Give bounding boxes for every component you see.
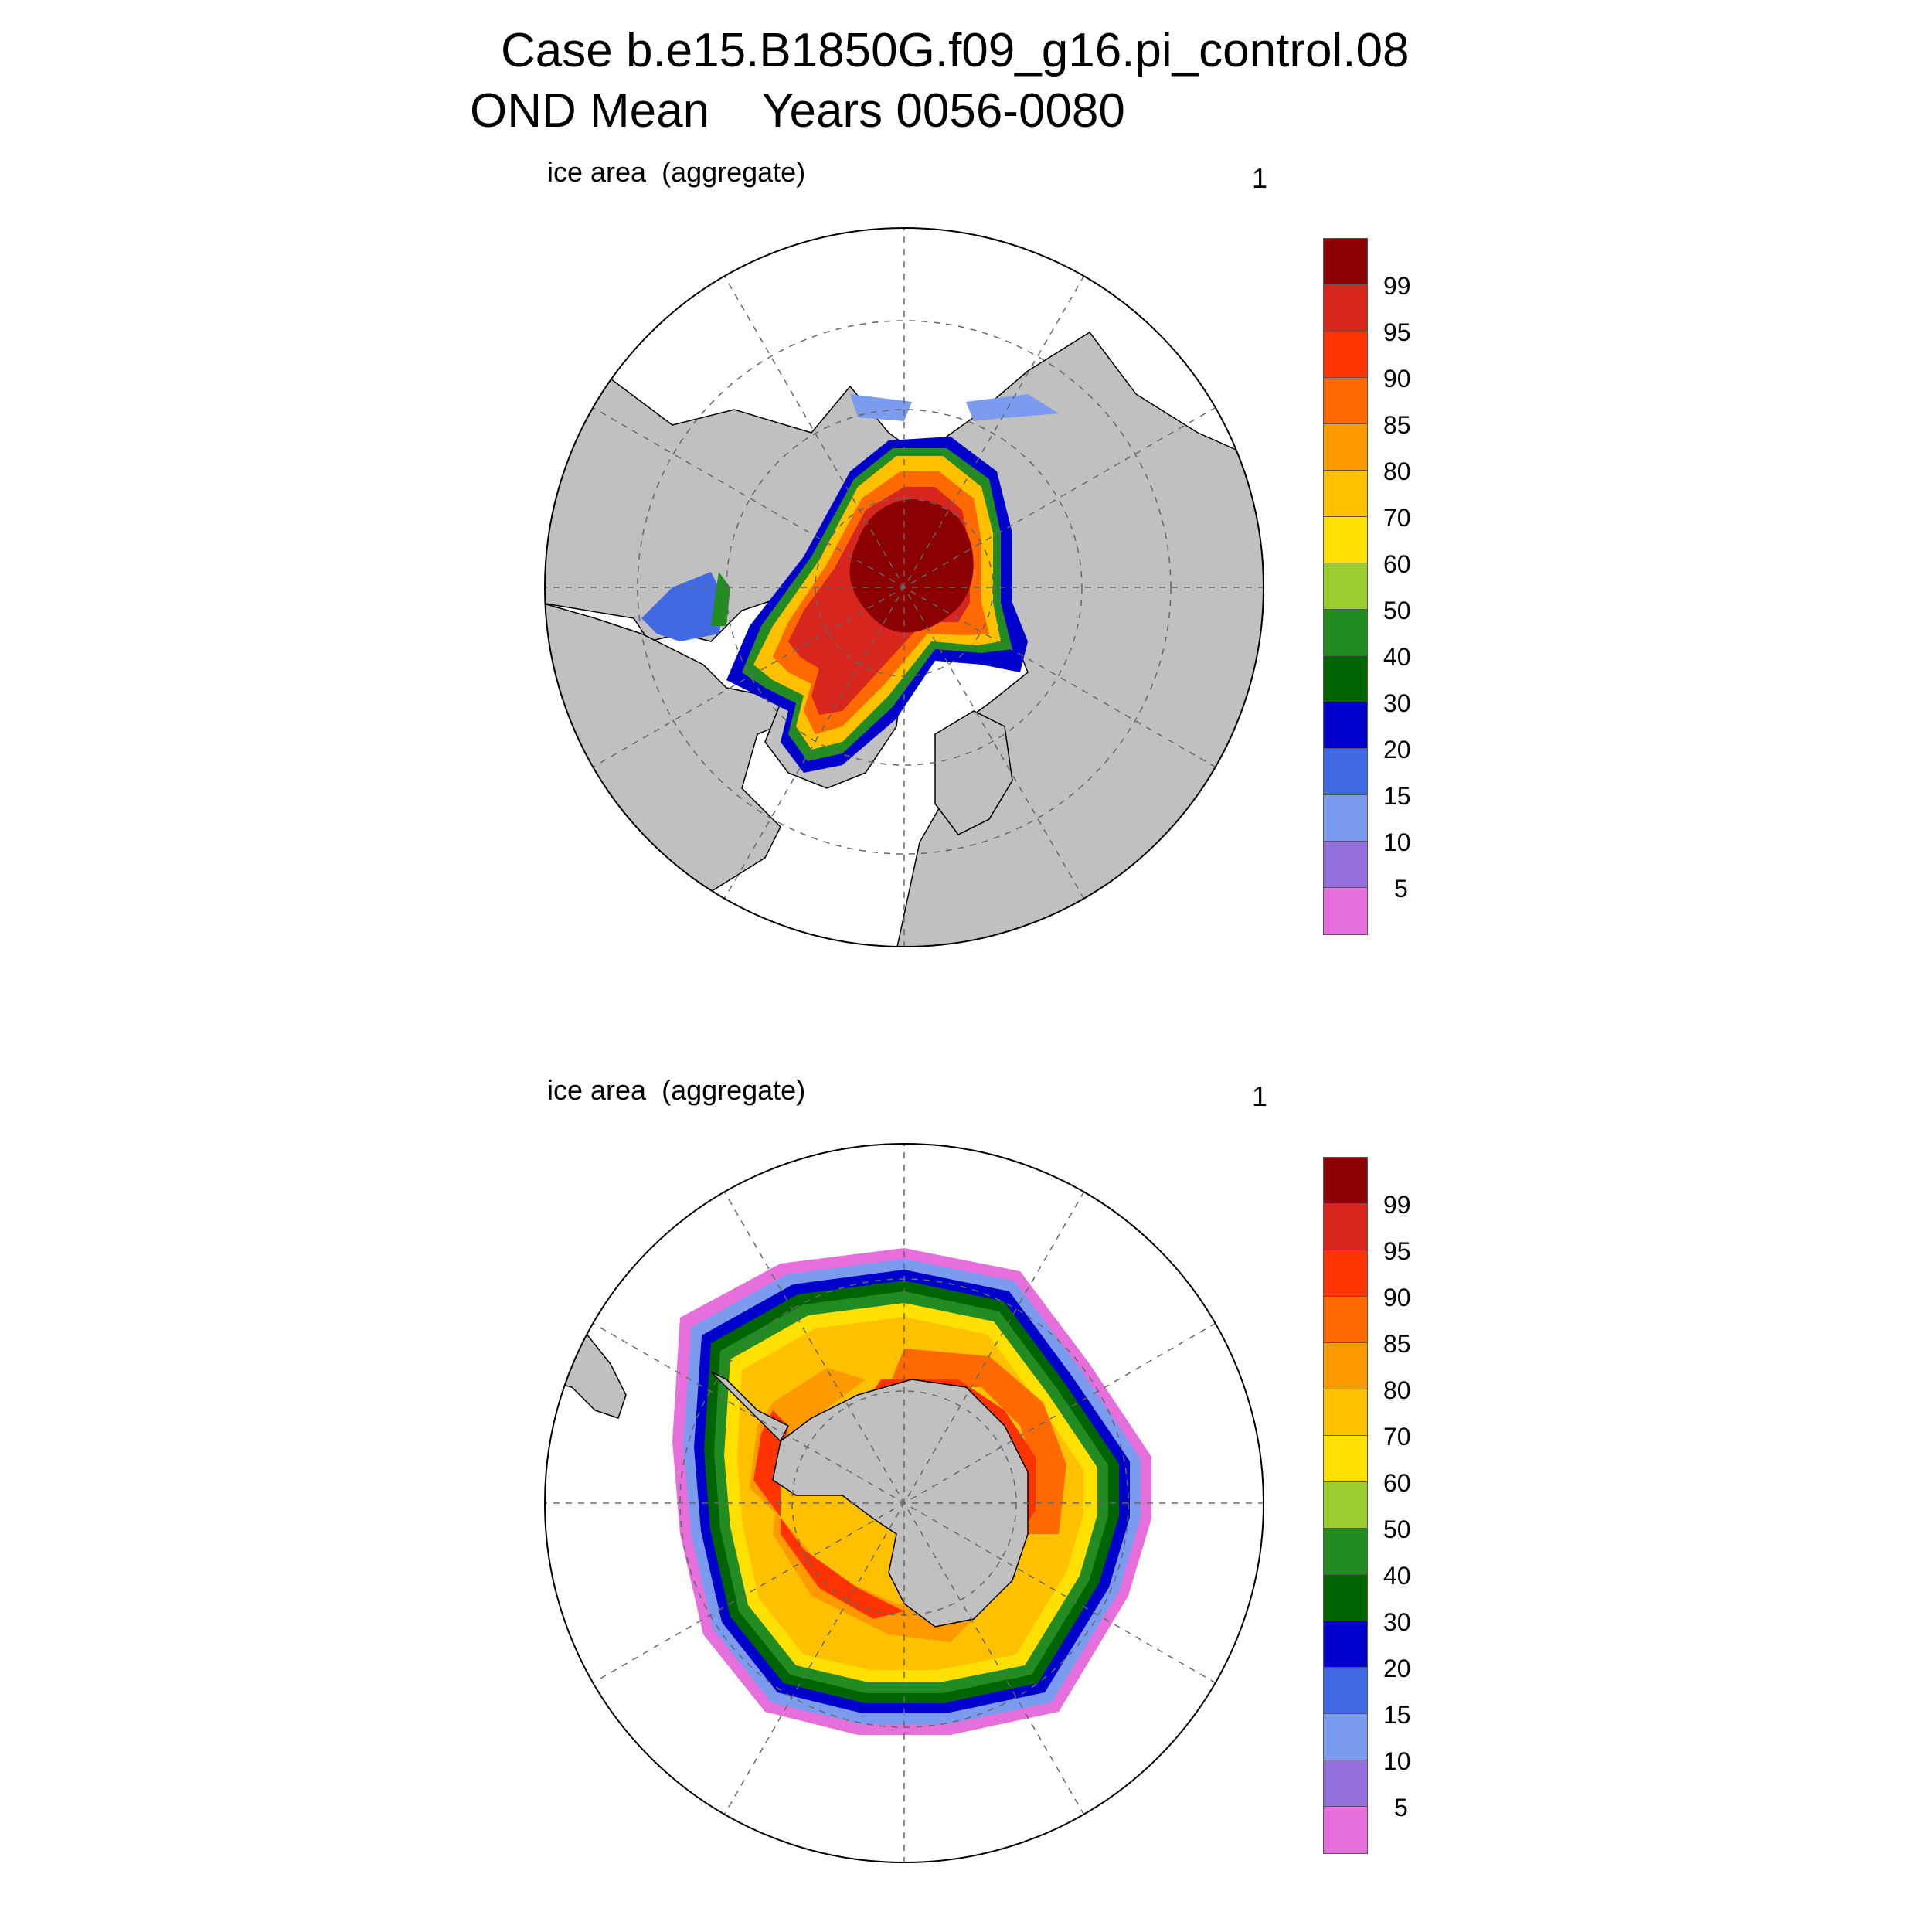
north-ice-hudson-green: [711, 572, 730, 626]
south-colorbar-label: 90: [1383, 1284, 1411, 1311]
south-ice-orange: [750, 1368, 981, 1642]
north-colorbar-box: [1324, 749, 1367, 795]
north-colorbar-box: [1324, 517, 1367, 563]
south-colorbar-box: [1324, 1621, 1367, 1668]
south-colorbar-box: [1324, 1668, 1367, 1714]
south-colorbar-box: [1324, 1250, 1367, 1297]
north-colorbar-box: [1324, 563, 1367, 610]
north-colorbar-label: 40: [1383, 643, 1411, 671]
north-colorbar-box: [1324, 285, 1367, 332]
south-colorbar-label: 70: [1383, 1423, 1411, 1451]
south-colorbar-label: 60: [1383, 1469, 1411, 1497]
south-colorbar-box: [1324, 1343, 1367, 1389]
south-colorbar: [1323, 1157, 1368, 1854]
south-panel-subtitle: ice area (aggregate): [547, 1074, 806, 1106]
south-colorbar-box: [1324, 1807, 1367, 1853]
north-ice-okhotsk: [966, 394, 1059, 421]
north-colorbar-label: 90: [1383, 365, 1411, 393]
south-land-peninsula: [710, 1371, 790, 1443]
north-colorbar-label: 99: [1383, 272, 1411, 300]
north-colorbar-label: 70: [1383, 504, 1411, 532]
south-colorbar-label: 15: [1383, 1701, 1411, 1729]
north-ice-bering: [850, 394, 912, 421]
south-panel-number: 1: [1252, 1080, 1268, 1112]
north-colorbar-box: [1324, 888, 1367, 934]
north-colorbar-label: 80: [1383, 457, 1411, 485]
north-ice-hudson: [641, 572, 726, 641]
south-colorbar-box: [1324, 1760, 1367, 1807]
south-colorbar-box: [1324, 1389, 1367, 1436]
north-colorbar-box: [1324, 378, 1367, 424]
north-colorbar-box: [1324, 424, 1367, 471]
north-colorbar-label: 5: [1394, 875, 1408, 903]
north-colorbar-label: 60: [1383, 550, 1411, 578]
north-colorbar-box: [1324, 332, 1367, 378]
south-colorbar-label: 80: [1383, 1376, 1411, 1404]
south-colorbar-box: [1324, 1482, 1367, 1529]
north-colorbar-label: 50: [1383, 597, 1411, 624]
south-colorbar-box: [1324, 1529, 1367, 1575]
figure-title-line2: OND Mean Years 0056-0080: [470, 84, 1125, 138]
north-panel-subtitle: ice area (aggregate): [547, 156, 806, 188]
figure-title-line1: Case b.e15.B1850G.f09_g16.pi_control.08: [501, 24, 1410, 77]
south-colorbar-label: 85: [1383, 1330, 1411, 1358]
south-colorbar-label: 50: [1383, 1515, 1411, 1543]
south-colorbar-label: 99: [1383, 1191, 1411, 1219]
north-colorbar-box: [1324, 656, 1367, 702]
north-panel-number: 1: [1252, 162, 1268, 194]
north-colorbar-box: [1324, 610, 1367, 656]
south-colorbar-label: 30: [1383, 1608, 1411, 1636]
north-colorbar-label: 95: [1383, 318, 1411, 346]
south-colorbar-box: [1324, 1436, 1367, 1482]
north-colorbar-label: 30: [1383, 689, 1411, 717]
north-colorbar-box: [1324, 702, 1367, 749]
north-colorbar-box: [1324, 471, 1367, 517]
north-polar-map: [544, 227, 1264, 947]
north-ice-darkred: [849, 499, 974, 633]
north-colorbar-label: 15: [1383, 782, 1411, 810]
south-polar-map: [544, 1143, 1264, 1863]
south-colorbar-box: [1324, 1575, 1367, 1621]
north-colorbar-box: [1324, 842, 1367, 888]
south-ice-red-ross: [889, 1349, 1066, 1534]
south-colorbar-label: 5: [1394, 1794, 1408, 1821]
north-colorbar: [1323, 238, 1368, 935]
north-colorbar-label: 85: [1383, 411, 1411, 439]
south-colorbar-label: 20: [1383, 1655, 1411, 1682]
north-colorbar-box: [1324, 795, 1367, 842]
south-colorbar-box: [1324, 1204, 1367, 1250]
south-ice-red: [753, 1410, 904, 1619]
north-colorbar-label: 20: [1383, 736, 1411, 764]
north-colorbar-box: [1324, 239, 1367, 285]
south-colorbar-label: 10: [1383, 1747, 1411, 1775]
south-colorbar-label: 40: [1383, 1562, 1411, 1590]
south-colorbar-box: [1324, 1714, 1367, 1760]
south-colorbar-label: 95: [1383, 1237, 1411, 1265]
south-colorbar-box: [1324, 1297, 1367, 1343]
north-colorbar-label: 10: [1383, 828, 1411, 856]
south-colorbar-box: [1324, 1158, 1367, 1204]
